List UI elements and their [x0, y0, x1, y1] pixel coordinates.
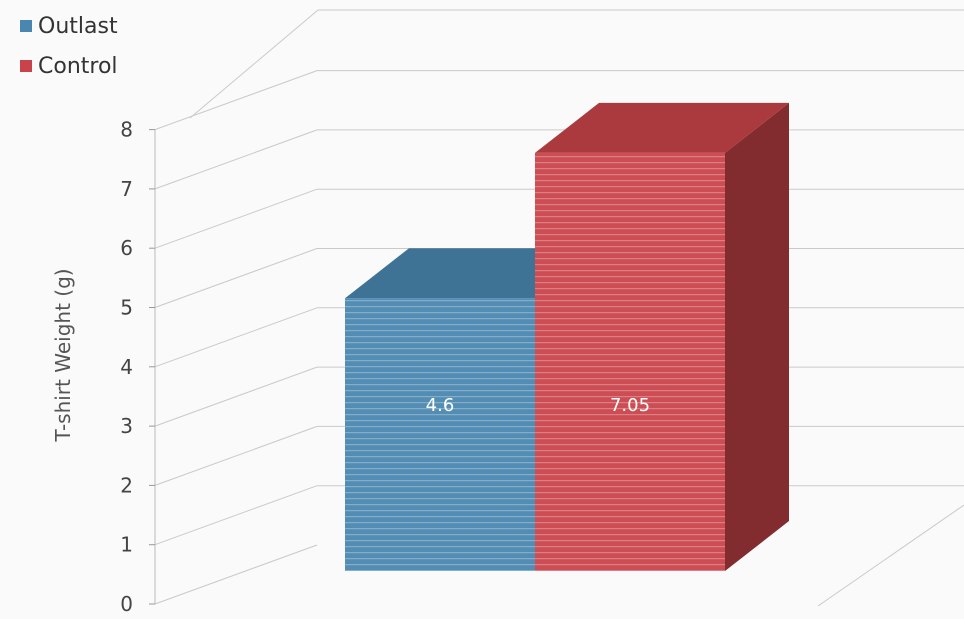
y-tick-label: 6: [120, 236, 133, 260]
y-axis: 0 1 2 3 4 5 6 7 8 T-shirt Weight (g): [51, 118, 156, 616]
gridline-diagonal: [154, 248, 318, 308]
y-tick-label: 0: [120, 592, 133, 616]
bar-top-face: [535, 102, 789, 153]
y-tick-label: 1: [120, 533, 133, 557]
bar-value-label: 7.05: [610, 395, 650, 416]
legend-swatch: [20, 20, 32, 32]
legend-label: Outlast: [38, 14, 118, 39]
y-tick-label: 7: [120, 177, 133, 201]
y-tick-label: 5: [120, 296, 133, 320]
gridline-diagonal: [154, 485, 318, 546]
bar-control: 7.05: [535, 102, 789, 571]
bar-side-face: [725, 102, 789, 571]
legend-swatch: [20, 60, 32, 72]
gridline-diagonal: [154, 425, 318, 486]
bar-value-label: 4.6: [426, 395, 455, 416]
y-tick-label: 3: [120, 414, 133, 438]
y-tick-label: 8: [120, 118, 133, 142]
gridline-diagonal: [154, 70, 318, 131]
y-axis-label: T-shirt Weight (g): [51, 268, 75, 442]
bar-front-stripes: [535, 152, 725, 571]
gridline-floor-right: [817, 504, 964, 607]
bars: 4.6 7.05: [345, 102, 789, 571]
gridline-diagonal: [154, 129, 318, 190]
gridline-top-diagonal: [189, 9, 319, 119]
legend: Outlast Control: [20, 14, 118, 79]
bar-front-stripes: [345, 298, 535, 571]
gridline-diagonal: [154, 366, 318, 427]
gridline-floor-left: [154, 544, 318, 605]
gridline-diagonal: [154, 307, 318, 368]
y-tick-label: 2: [120, 473, 133, 497]
gridline-diagonal: [154, 188, 318, 249]
legend-label: Control: [38, 54, 118, 79]
y-tick-label: 4: [120, 355, 133, 379]
